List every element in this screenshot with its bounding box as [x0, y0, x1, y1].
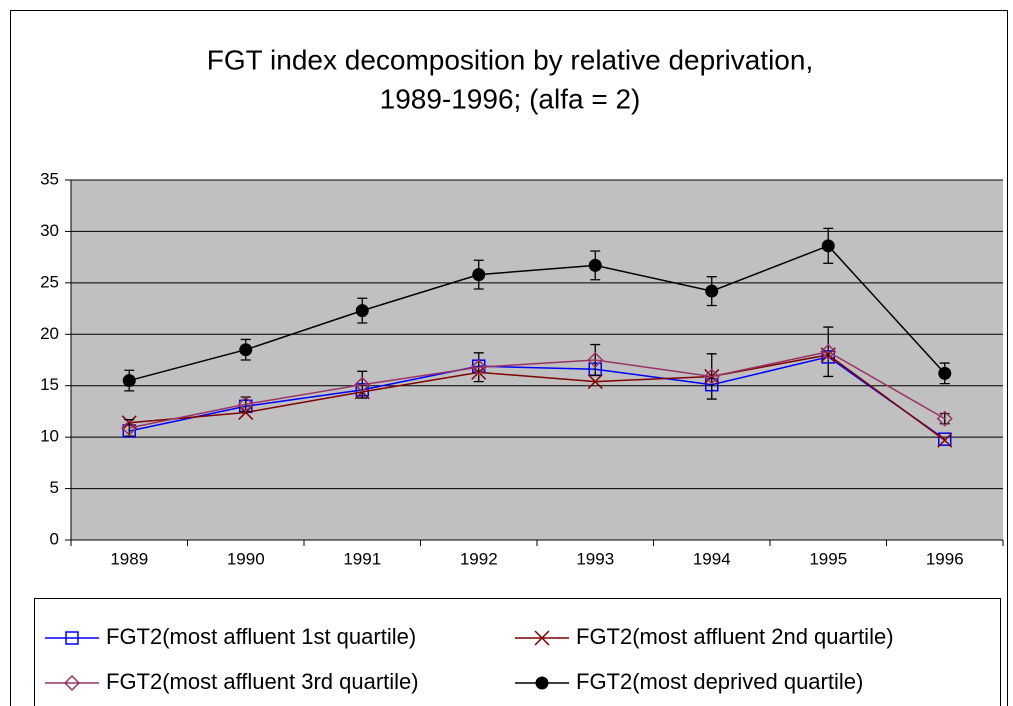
- marker: [122, 374, 136, 388]
- plot-area: [71, 180, 1003, 540]
- legend-label: FGT2(most affluent 3rd quartile): [106, 669, 419, 694]
- series-line: [129, 350, 946, 429]
- series-line: [129, 356, 946, 440]
- marker: [65, 631, 79, 645]
- marker: [705, 284, 719, 298]
- marker: [535, 676, 549, 690]
- x-tick-label: 1991: [343, 549, 381, 568]
- marker: [938, 432, 952, 446]
- marker: [239, 343, 253, 357]
- marker: [354, 376, 371, 393]
- marker: [238, 404, 254, 420]
- legend-label: FGT2(most affluent 2nd quartile): [576, 624, 894, 649]
- chart-title: FGT index decomposition by relative depr…: [207, 44, 813, 75]
- legend-label: FGT2(most affluent 1st quartile): [106, 624, 416, 649]
- marker: [936, 410, 953, 427]
- marker: [63, 674, 81, 692]
- x-tick-label: 1993: [576, 549, 614, 568]
- chart-subtitle: 1989-1996; (alfa = 2): [380, 83, 641, 114]
- x-tick-label: 1989: [110, 549, 148, 568]
- marker: [472, 268, 486, 282]
- y-tick-label: 20: [40, 324, 59, 343]
- y-tick-label: 0: [50, 529, 59, 548]
- marker: [355, 304, 369, 318]
- marker: [821, 239, 835, 253]
- x-tick-label: 1990: [227, 549, 265, 568]
- legend-label: FGT2(most deprived quartile): [576, 669, 863, 694]
- marker: [588, 258, 602, 272]
- marker: [534, 630, 550, 646]
- x-tick-label: 1994: [693, 549, 731, 568]
- marker: [937, 432, 953, 448]
- series-line: [129, 354, 946, 441]
- series-line: [129, 244, 946, 382]
- legend-box: [34, 598, 1001, 706]
- marker: [237, 396, 254, 413]
- marker: [470, 359, 487, 376]
- marker: [587, 374, 603, 390]
- marker: [703, 368, 720, 385]
- marker: [121, 419, 138, 436]
- y-tick-label: 15: [40, 375, 59, 394]
- x-tick-label: 1996: [926, 549, 964, 568]
- y-tick-label: 25: [40, 272, 59, 291]
- y-tick-label: 10: [40, 427, 59, 446]
- y-tick-label: 35: [40, 169, 59, 188]
- y-tick-label: 5: [50, 478, 59, 497]
- y-tick-label: 30: [40, 221, 59, 240]
- marker: [587, 351, 604, 369]
- x-tick-label: 1995: [809, 549, 847, 568]
- marker: [820, 343, 837, 360]
- x-tick-label: 1992: [460, 549, 498, 568]
- marker: [938, 366, 952, 380]
